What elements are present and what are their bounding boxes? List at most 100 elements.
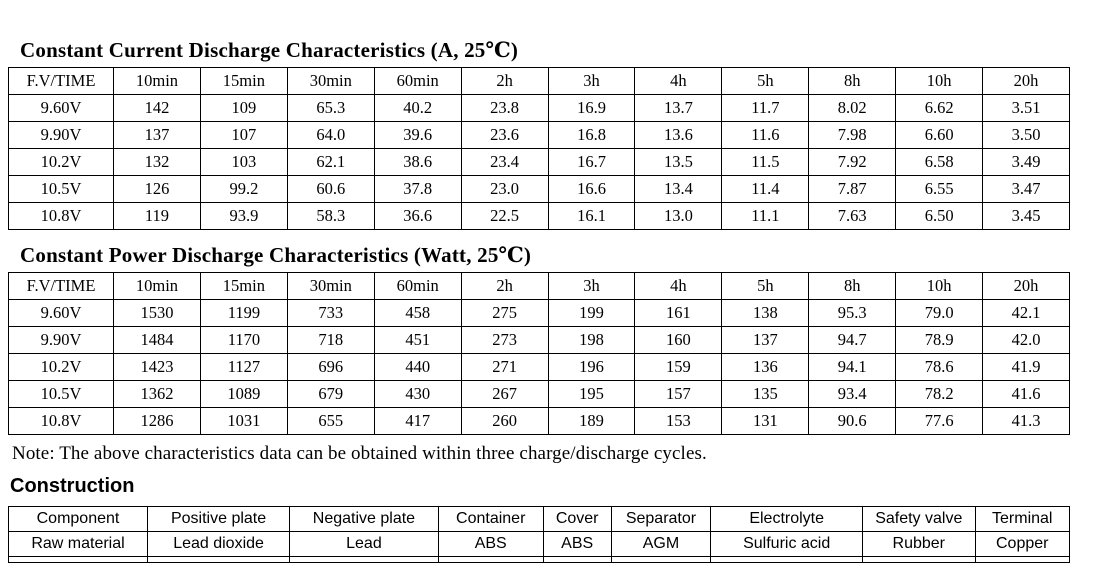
data-cell: 132 <box>113 148 201 176</box>
data-cell: 198 <box>547 326 636 354</box>
table-row: Raw material Lead dioxide Lead ABS ABS AGM Sul… <box>8 531 1070 557</box>
column-header: 10min <box>113 67 201 95</box>
data-cell: 142 <box>113 94 201 122</box>
data-cell: 77.6 <box>895 407 984 435</box>
row-header-cell: 10.2V <box>7 148 115 176</box>
column-header: 3h <box>547 67 636 95</box>
data-cell: 275 <box>460 299 549 327</box>
data-cell: 11.4 <box>721 175 810 203</box>
header-row: F.V/TIME 10min 15min 30min 60min 2h 3h 4h 5h 8h 10… <box>7 67 1070 95</box>
data-cell: 189 <box>547 407 636 435</box>
cutoff-cell <box>974 556 1070 563</box>
data-cell: Lead <box>289 531 439 557</box>
table-row: 9.90V 1484 1170 718 451 273 198 160 137 94.7 78.9 4… <box>7 326 1070 354</box>
data-cell: Copper <box>974 531 1070 557</box>
data-cell: 8.02 <box>808 94 897 122</box>
top-spacer <box>8 0 1070 38</box>
data-cell: 271 <box>460 353 549 381</box>
data-cell: 137 <box>721 326 810 354</box>
data-cell: 7.98 <box>808 121 897 149</box>
table-row: 9.60V 1530 1199 733 458 275 199 161 138 95.3 79.0 4… <box>7 299 1070 327</box>
data-cell: 160 <box>634 326 723 354</box>
construction-heading: Construction <box>10 475 135 497</box>
data-cell: ABS <box>542 531 612 557</box>
data-cell: 38.6 <box>373 148 462 176</box>
table-row: 10.8V 1286 1031 655 417 260 189 153 131 90.6 77.6 4… <box>7 407 1070 435</box>
constant-power-discharge-table: F.V/TIME 10min 15min 30min 60min 2h 3h 4h 5h 8h 10… <box>7 272 1070 435</box>
table-row: 10.2V 132 103 62.1 38.6 23.4 16.7 13.5 11.5 7.92 6… <box>7 148 1070 176</box>
data-cell: 199 <box>547 299 636 327</box>
data-cell: 79.0 <box>895 299 984 327</box>
data-cell: AGM <box>610 531 712 557</box>
data-cell: 13.0 <box>634 202 723 230</box>
data-cell: 679 <box>286 380 375 408</box>
column-header: 60min <box>373 67 462 95</box>
column-header: 10min <box>113 272 201 300</box>
data-cell: 78.2 <box>895 380 984 408</box>
data-cell: 16.9 <box>547 94 636 122</box>
data-cell: 1286 <box>113 407 201 435</box>
data-cell: 1484 <box>113 326 201 354</box>
data-cell: 1199 <box>199 299 288 327</box>
cutoff-cell <box>710 556 864 563</box>
data-cell: 78.9 <box>895 326 984 354</box>
data-cell: 131 <box>721 407 810 435</box>
column-header: F.V/TIME <box>7 272 115 300</box>
data-cell: 62.1 <box>286 148 375 176</box>
column-header: 4h <box>634 272 723 300</box>
data-cell: Sulfuric acid <box>710 531 864 557</box>
table-row: 9.60V 142 109 65.3 40.2 23.8 16.9 13.7 11.7 8.02 6… <box>7 94 1070 122</box>
data-cell: 153 <box>634 407 723 435</box>
cutoff-cell <box>542 556 612 563</box>
data-cell: Lead dioxide <box>146 531 291 557</box>
data-cell: 58.3 <box>286 202 375 230</box>
data-cell: 103 <box>199 148 288 176</box>
data-cell: 718 <box>286 326 375 354</box>
column-header: Positive plate <box>146 506 291 532</box>
data-cell: 42.1 <box>982 299 1070 327</box>
data-cell: 138 <box>721 299 810 327</box>
cutoff-cell <box>437 556 544 563</box>
data-cell: 6.60 <box>895 121 984 149</box>
data-cell: 161 <box>634 299 723 327</box>
data-cell: ABS <box>437 531 544 557</box>
data-cell: 7.92 <box>808 148 897 176</box>
data-cell: 6.62 <box>895 94 984 122</box>
section-gap <box>8 230 1070 243</box>
data-cell: 23.0 <box>460 175 549 203</box>
column-header: 10h <box>895 272 984 300</box>
data-cell: 109 <box>199 94 288 122</box>
data-cell: 655 <box>286 407 375 435</box>
data-cell: 36.6 <box>373 202 462 230</box>
table-row: 10.5V 1362 1089 679 430 267 195 157 135 93.4 78.2 4… <box>7 380 1070 408</box>
data-cell: 6.58 <box>895 148 984 176</box>
data-cell: 93.4 <box>808 380 897 408</box>
data-cell: 7.87 <box>808 175 897 203</box>
data-cell: 1170 <box>199 326 288 354</box>
column-header: Safety valve <box>862 506 976 532</box>
data-cell: 23.4 <box>460 148 549 176</box>
cutoff-cell <box>146 556 291 563</box>
data-cell: 65.3 <box>286 94 375 122</box>
data-cell: 458 <box>373 299 462 327</box>
table-row: 10.8V 119 93.9 58.3 36.6 22.5 16.1 13.0 11.1 7.63… <box>7 202 1070 230</box>
note-text: Note: The above characteristics data can… <box>12 443 707 464</box>
data-cell: 94.7 <box>808 326 897 354</box>
data-cell: 40.2 <box>373 94 462 122</box>
column-header: Separator <box>610 506 712 532</box>
data-cell: 16.6 <box>547 175 636 203</box>
data-cell: 260 <box>460 407 549 435</box>
data-cell: 417 <box>373 407 462 435</box>
column-header: 8h <box>808 67 897 95</box>
data-cell: 6.50 <box>895 202 984 230</box>
row-header-cell: 9.90V <box>7 326 115 354</box>
cutoff-row <box>8 556 1070 563</box>
data-cell: 95.3 <box>808 299 897 327</box>
data-cell: 159 <box>634 353 723 381</box>
table-row: 10.5V 126 99.2 60.6 37.8 23.0 16.6 13.4 11.4 7.87… <box>7 175 1070 203</box>
data-cell: 157 <box>634 380 723 408</box>
data-cell: 37.8 <box>373 175 462 203</box>
cutoff-cell <box>862 556 976 563</box>
cutoff-cell <box>610 556 712 563</box>
data-cell: 3.49 <box>982 148 1070 176</box>
